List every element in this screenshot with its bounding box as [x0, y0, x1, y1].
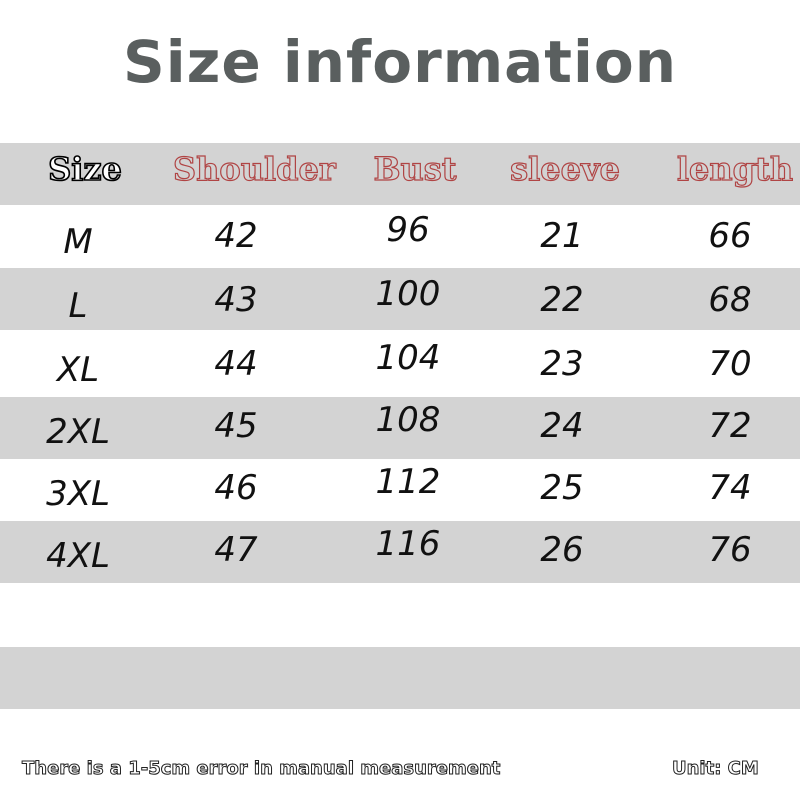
cell-size: 2XL	[46, 412, 110, 452]
unit-label: Unit: CM	[672, 758, 760, 780]
cell-length: 76	[708, 530, 752, 570]
header-band	[0, 143, 800, 205]
cell-sleeve: 23	[540, 344, 584, 384]
cell-size: XL	[56, 350, 100, 390]
cell-bust: 116	[375, 524, 441, 564]
cell-shoulder: 46	[214, 468, 258, 508]
cell-length: 68	[708, 280, 752, 320]
empty-band	[0, 647, 800, 709]
cell-sleeve: 25	[540, 468, 584, 508]
cell-bust: 96	[386, 210, 430, 250]
cell-shoulder: 43	[214, 280, 258, 320]
cell-size: 3XL	[46, 474, 110, 514]
row-band	[0, 397, 800, 459]
row-band	[0, 268, 800, 330]
measurement-note: There is a 1-5cm error in manual measure…	[21, 758, 501, 780]
header-length: length	[676, 149, 794, 188]
cell-sleeve: 26	[540, 530, 584, 570]
cell-bust: 104	[375, 338, 441, 378]
cell-bust: 108	[375, 400, 441, 440]
cell-length: 72	[708, 406, 752, 446]
header-sleeve: sleeve	[509, 149, 620, 188]
cell-length: 70	[708, 344, 752, 384]
cell-sleeve: 22	[540, 280, 584, 320]
cell-shoulder: 45	[214, 406, 258, 446]
cell-shoulder: 42	[214, 216, 258, 256]
cell-length: 74	[708, 468, 752, 508]
cell-size: L	[68, 286, 88, 326]
cell-shoulder: 47	[214, 530, 258, 570]
cell-sleeve: 24	[540, 406, 584, 446]
page-title: Size information	[122, 28, 678, 96]
cell-shoulder: 44	[214, 344, 258, 384]
cell-bust: 100	[375, 274, 441, 314]
header-size: Size	[47, 149, 122, 189]
cell-size: 4XL	[46, 536, 110, 576]
cell-bust: 112	[375, 462, 441, 502]
cell-sleeve: 21	[540, 216, 584, 256]
cell-size: M	[63, 222, 93, 262]
cell-length: 66	[708, 216, 752, 256]
header-bust: Bust	[373, 149, 457, 188]
row-band	[0, 521, 800, 583]
header-shoulder: Shoulder	[172, 149, 336, 188]
